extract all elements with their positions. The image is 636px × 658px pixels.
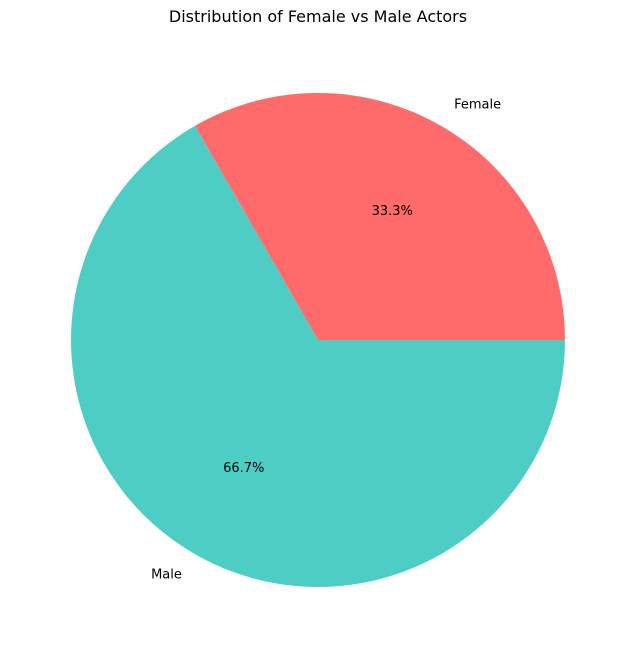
chart-title: Distribution of Female vs Male Actors bbox=[168, 7, 468, 26]
slice-label-female: Female bbox=[454, 97, 501, 112]
pie-slice-female bbox=[194, 93, 565, 340]
slice-label-male: Male bbox=[151, 568, 182, 583]
percent-label-male: 66.7% bbox=[223, 461, 264, 476]
percent-label-female: 33.3% bbox=[372, 204, 413, 219]
pie-slice-male bbox=[70, 125, 565, 588]
